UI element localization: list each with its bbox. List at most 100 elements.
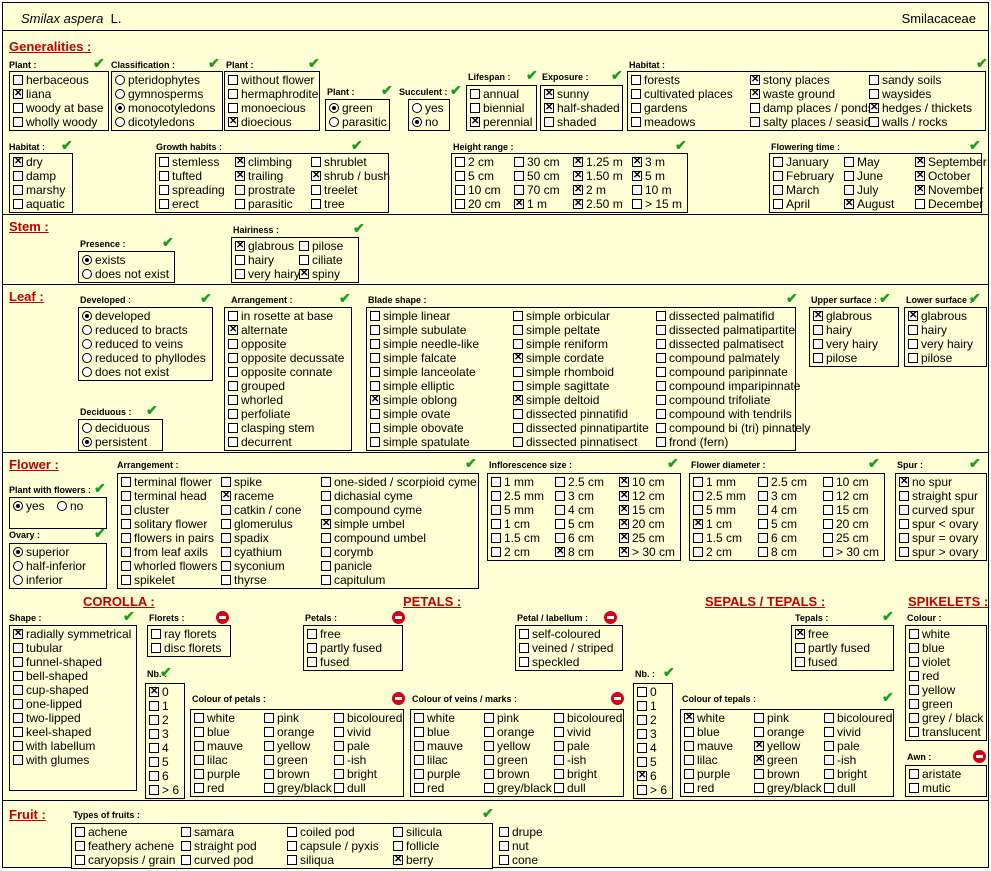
- checkbox-indicator[interactable]: [121, 561, 131, 571]
- option-farr-8[interactable]: spike: [221, 475, 262, 489]
- radio-indicator[interactable]: [13, 575, 23, 585]
- checkbox-indicator[interactable]: [915, 199, 925, 209]
- option-blade-22[interactable]: dissected palmatisect: [656, 337, 784, 351]
- checkbox-indicator[interactable]: [823, 477, 833, 487]
- checkbox-indicator[interactable]: [13, 699, 23, 709]
- option-flowering-2[interactable]: March: [773, 183, 819, 197]
- option-tepals-1[interactable]: partly fused: [795, 641, 870, 655]
- option-nb2-6[interactable]: ✕ 6: [637, 769, 657, 783]
- checkbox-indicator[interactable]: [824, 783, 834, 793]
- option-class-2[interactable]: monocotyledons: [115, 101, 215, 115]
- checkbox-indicator[interactable]: ✕: [221, 490, 231, 501]
- checkbox-indicator[interactable]: [228, 103, 238, 113]
- checkbox-indicator[interactable]: [909, 657, 919, 667]
- checkbox-indicator[interactable]: ✕: [311, 170, 321, 181]
- option-ctep-10[interactable]: brown: [754, 767, 800, 781]
- option-nb2-4[interactable]: 4: [637, 741, 657, 755]
- option-hab1-7[interactable]: salty places / seaside: [750, 115, 877, 129]
- option-class-0[interactable]: pteridophytes: [115, 73, 200, 87]
- option-upper-2[interactable]: very hairy: [813, 337, 878, 351]
- checkbox-indicator[interactable]: [750, 103, 760, 113]
- option-cveins-15[interactable]: -ish: [554, 753, 586, 767]
- option-farr-20[interactable]: compound umbel: [321, 531, 426, 545]
- option-cveins-17[interactable]: dull: [554, 781, 586, 795]
- checkbox-indicator[interactable]: ✕: [915, 170, 925, 181]
- checkbox-indicator[interactable]: [470, 89, 480, 99]
- checkbox-indicator[interactable]: [194, 727, 204, 737]
- option-tepals-0[interactable]: ✕ free: [795, 627, 829, 641]
- option-scol-1[interactable]: blue: [909, 641, 945, 655]
- checkbox-indicator[interactable]: [321, 505, 331, 515]
- option-fdiam-11[interactable]: 8 cm: [758, 545, 797, 559]
- option-infl-8[interactable]: 4 cm: [555, 503, 594, 517]
- checkbox-indicator[interactable]: ✕: [908, 310, 918, 321]
- option-ctep-0[interactable]: ✕ white: [684, 711, 725, 725]
- option-farr-6[interactable]: whorled flowers: [121, 559, 217, 573]
- option-height-8[interactable]: ✕ 1.25 m: [573, 155, 623, 169]
- checkbox-indicator[interactable]: [181, 855, 191, 865]
- option-fdiam-4[interactable]: 1.5 cm: [693, 531, 742, 545]
- option-infl-16[interactable]: ✕ 25 cm: [619, 531, 665, 545]
- option-ctep-4[interactable]: purple: [684, 767, 730, 781]
- option-arr-8[interactable]: clasping stem: [228, 421, 314, 435]
- option-ctep-13[interactable]: vivid: [824, 725, 861, 739]
- option-nb1-2[interactable]: 2: [149, 713, 169, 727]
- checkbox-indicator[interactable]: [334, 713, 344, 723]
- option-nb1-1[interactable]: 1: [149, 699, 169, 713]
- checkbox-indicator[interactable]: [758, 533, 768, 543]
- option-dev-3[interactable]: reduced to phyllodes: [82, 351, 206, 365]
- checkbox-indicator[interactable]: [235, 269, 245, 279]
- option-blade-3[interactable]: simple falcate: [370, 351, 456, 365]
- checkbox-indicator[interactable]: [228, 381, 238, 391]
- checkbox-indicator[interactable]: [656, 367, 666, 377]
- option-height-6[interactable]: 70 cm: [514, 183, 560, 197]
- option-hair-5[interactable]: ✕ spiny: [299, 267, 340, 281]
- option-scol-2[interactable]: violet: [909, 655, 950, 669]
- radio-indicator[interactable]: [82, 353, 92, 363]
- radio-indicator[interactable]: [329, 103, 339, 113]
- checkbox-indicator[interactable]: [637, 757, 647, 767]
- option-cpet-6[interactable]: pink: [264, 711, 299, 725]
- checkbox-indicator[interactable]: [844, 171, 854, 181]
- checkbox-indicator[interactable]: [773, 199, 783, 209]
- option-flowering-6[interactable]: July: [844, 183, 878, 197]
- option-blade-28[interactable]: compound bi (tri) pinnately: [656, 421, 810, 435]
- option-nb1-5[interactable]: 5: [149, 755, 169, 769]
- option-cpet-8[interactable]: yellow: [264, 739, 310, 753]
- checkbox-indicator[interactable]: [287, 855, 297, 865]
- checkbox-indicator[interactable]: [484, 741, 494, 751]
- option-ctep-1[interactable]: blue: [684, 725, 720, 739]
- option-nb1-0[interactable]: ✕ 0: [149, 685, 169, 699]
- checkbox-indicator[interactable]: [311, 185, 321, 195]
- checkbox-indicator[interactable]: [13, 171, 23, 181]
- option-arr-1[interactable]: ✕ alternate: [228, 323, 288, 337]
- radio-indicator[interactable]: [115, 103, 125, 113]
- option-flowering-8[interactable]: ✕ September: [915, 155, 987, 169]
- option-arr-3[interactable]: opposite decussate: [228, 351, 344, 365]
- option-scol-0[interactable]: white: [909, 627, 950, 641]
- radio-indicator[interactable]: [82, 423, 92, 433]
- option-plant-2[interactable]: woody at base: [13, 101, 103, 115]
- option-infl-12[interactable]: ✕ 10 cm: [619, 475, 665, 489]
- checkbox-indicator[interactable]: [194, 755, 204, 765]
- option-growth-3[interactable]: erect: [159, 197, 199, 211]
- checkbox-indicator[interactable]: [813, 353, 823, 363]
- checkbox-indicator[interactable]: [795, 657, 805, 667]
- checkbox-indicator[interactable]: [491, 477, 501, 487]
- checkbox-indicator[interactable]: [149, 785, 159, 795]
- option-blade-13[interactable]: ✕ simple cordate: [513, 351, 604, 365]
- checkbox-indicator[interactable]: [823, 505, 833, 515]
- option-life-1[interactable]: biennial: [470, 101, 524, 115]
- checkbox-indicator[interactable]: ✕: [13, 156, 23, 167]
- option-presence-0[interactable]: exists: [82, 253, 126, 267]
- option-fruit-12[interactable]: drupe: [499, 825, 543, 839]
- option-shape-6[interactable]: two-lipped: [13, 711, 81, 725]
- option-farr-3[interactable]: solitary flower: [121, 517, 207, 531]
- checkbox-indicator[interactable]: [656, 409, 666, 419]
- checkbox-indicator[interactable]: [631, 75, 641, 85]
- checkbox-indicator[interactable]: [228, 339, 238, 349]
- option-fdiam-10[interactable]: 6 cm: [758, 531, 797, 545]
- checkbox-indicator[interactable]: [824, 741, 834, 751]
- checkbox-indicator[interactable]: [307, 643, 317, 653]
- option-farr-22[interactable]: panicle: [321, 559, 372, 573]
